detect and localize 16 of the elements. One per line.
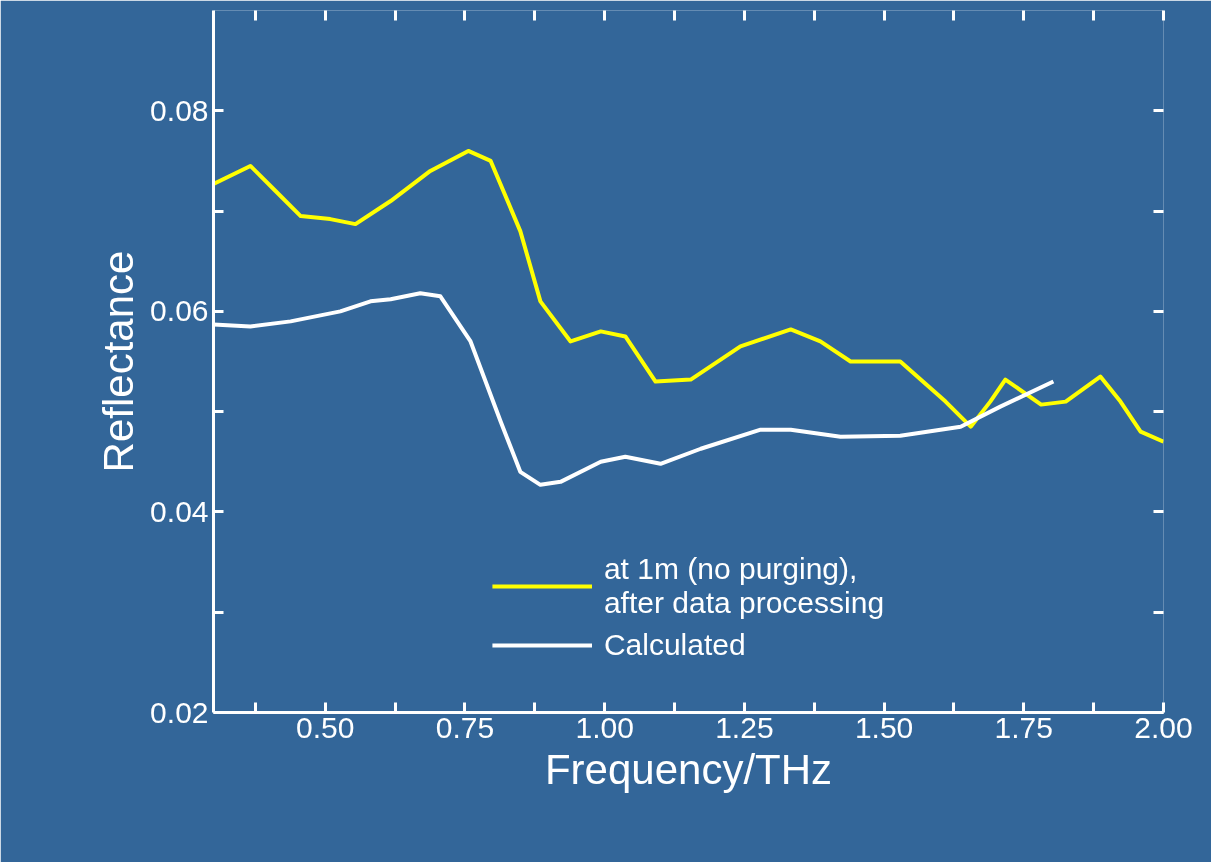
x-tick-label: 1.00 — [575, 710, 634, 744]
x-tick-label: 0.75 — [435, 710, 495, 744]
y-tick-label: 0.08 — [150, 93, 209, 127]
x-tick-label: 1.25 — [715, 710, 774, 744]
y-tick-label: 0.04 — [150, 494, 209, 528]
y-tick-label: 0.06 — [150, 294, 209, 328]
x-axis-title: Frequency/THz — [544, 745, 833, 793]
y-tick-label: 0.02 — [150, 695, 209, 729]
x-tick-label: 0.50 — [296, 710, 355, 744]
legend-label: at 1m (no purging), after data processing — [603, 552, 885, 620]
x-tick-label: 1.75 — [994, 710, 1053, 744]
x-tick-label: 2.00 — [1134, 710, 1193, 744]
x-tick-label: 1.50 — [854, 710, 914, 744]
y-axis-title: Reflectance — [95, 250, 143, 473]
legend-label: Calculated — [603, 628, 746, 662]
line-series — [213, 148, 1164, 444]
